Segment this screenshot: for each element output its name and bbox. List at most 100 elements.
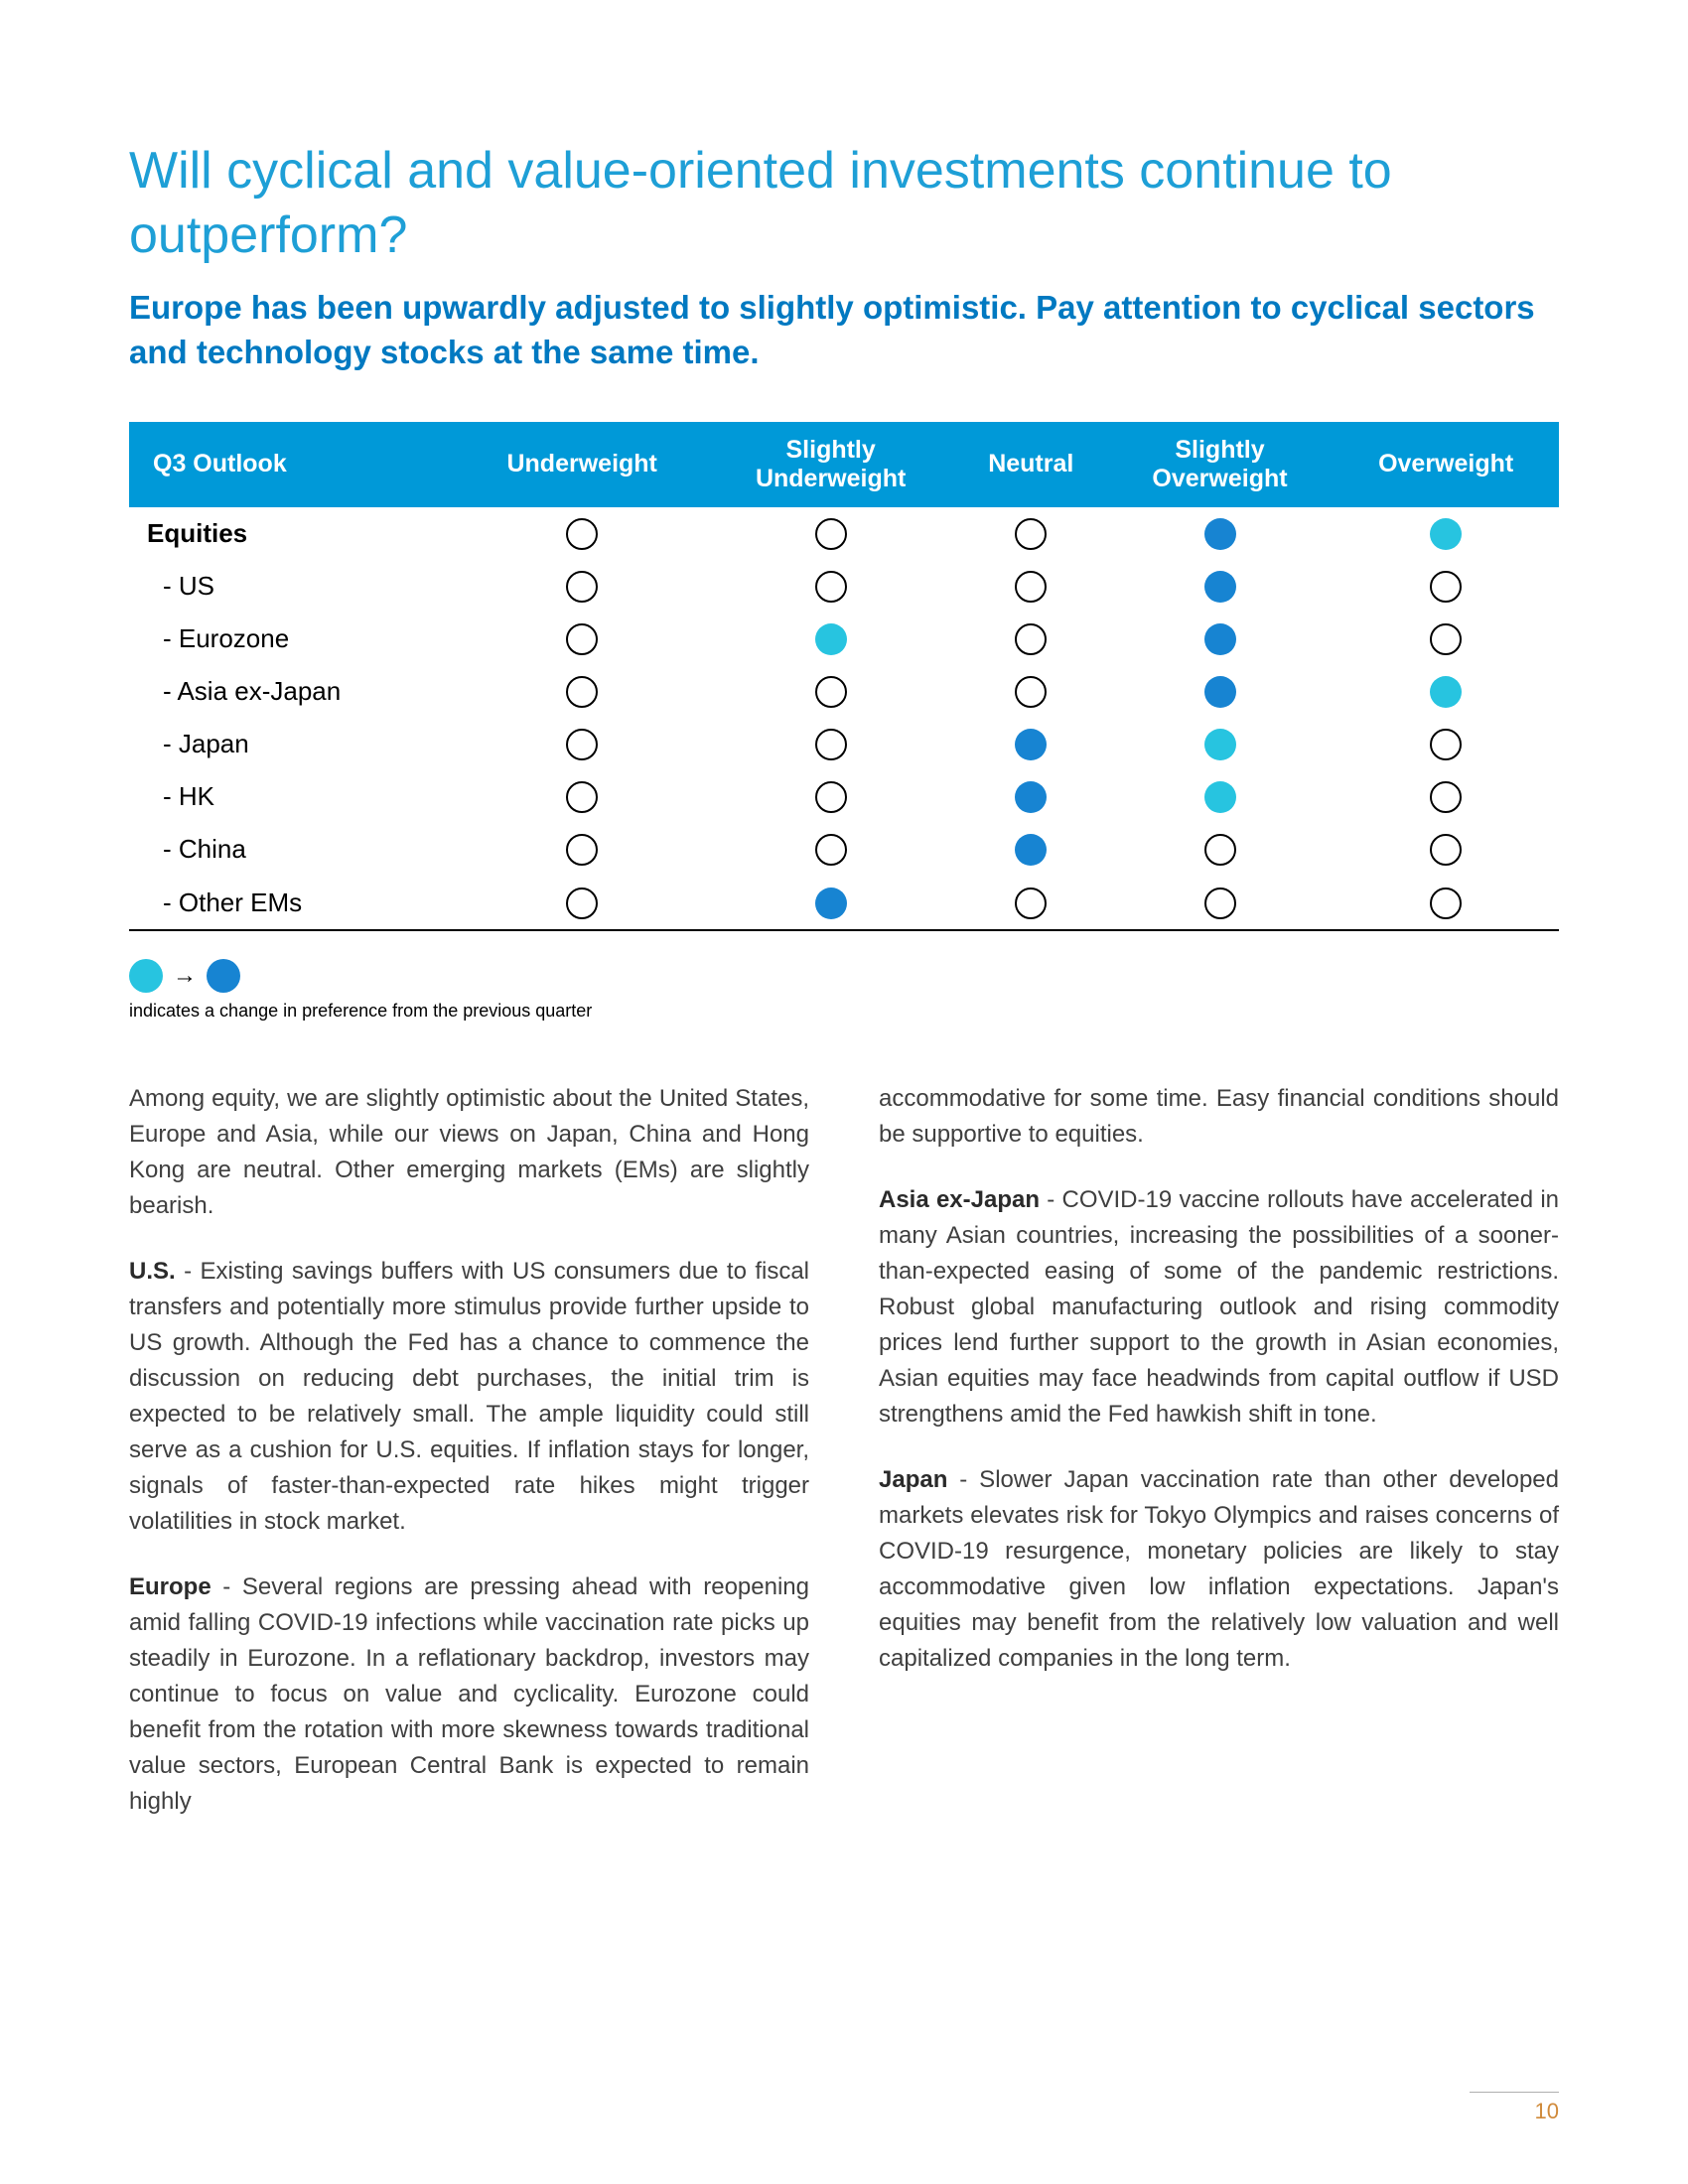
rating-cell xyxy=(1333,560,1559,613)
filled-dot-icon xyxy=(1430,676,1462,708)
filled-dot-icon xyxy=(1204,623,1236,655)
table-header-row: Q3 OutlookUnderweightSlightlyUnderweight… xyxy=(129,422,1559,507)
empty-dot-icon xyxy=(1015,887,1047,919)
filled-dot-icon xyxy=(1204,571,1236,603)
empty-dot-icon xyxy=(1430,571,1462,603)
left-column: Among equity, we are slightly optimistic… xyxy=(129,1081,809,1849)
empty-dot-icon xyxy=(566,623,598,655)
footer-rule xyxy=(1470,2092,1559,2093)
rating-cell xyxy=(955,823,1107,876)
rating-cell xyxy=(1333,665,1559,718)
filled-dot-icon xyxy=(1015,781,1047,813)
filled-dot-icon xyxy=(1015,729,1047,760)
empty-dot-icon xyxy=(1015,571,1047,603)
rating-cell xyxy=(706,613,954,665)
table-row: - Other EMs xyxy=(129,876,1559,929)
empty-dot-icon xyxy=(566,887,598,919)
rating-cell xyxy=(1107,770,1334,823)
rating-cell xyxy=(955,876,1107,929)
rating-cell xyxy=(706,718,954,770)
legend-text: indicates a change in preference from th… xyxy=(129,1001,1559,1022)
table-header-cell: SlightlyOverweight xyxy=(1107,422,1334,507)
empty-dot-icon xyxy=(815,834,847,866)
body-paragraph: Asia ex-Japan - COVID-19 vaccine rollout… xyxy=(879,1182,1559,1433)
rating-cell xyxy=(955,507,1107,560)
row-label: - Japan xyxy=(129,718,458,770)
empty-dot-icon xyxy=(815,518,847,550)
body-paragraph: U.S. - Existing savings buffers with US … xyxy=(129,1254,809,1540)
empty-dot-icon xyxy=(566,676,598,708)
filled-dot-icon xyxy=(815,623,847,655)
rating-cell xyxy=(1333,613,1559,665)
table-row: - Japan xyxy=(129,718,1559,770)
filled-dot-icon xyxy=(1204,676,1236,708)
table-body: Equities- US- Eurozone- Asia ex-Japan- J… xyxy=(129,507,1559,930)
table-header-cell: SlightlyUnderweight xyxy=(706,422,954,507)
rating-cell xyxy=(1333,823,1559,876)
rating-cell xyxy=(458,560,706,613)
empty-dot-icon xyxy=(566,571,598,603)
legend: → indicates a change in preference from … xyxy=(129,959,1559,1022)
empty-dot-icon xyxy=(566,729,598,760)
rating-cell xyxy=(955,718,1107,770)
filled-dot-icon xyxy=(1204,781,1236,813)
empty-dot-icon xyxy=(1430,623,1462,655)
empty-dot-icon xyxy=(815,676,847,708)
table-row: - Asia ex-Japan xyxy=(129,665,1559,718)
table-row: Equities xyxy=(129,507,1559,560)
table-row: - US xyxy=(129,560,1559,613)
rating-cell xyxy=(458,613,706,665)
empty-dot-icon xyxy=(1204,887,1236,919)
rating-cell xyxy=(955,613,1107,665)
table-header-cell: Neutral xyxy=(955,422,1107,507)
empty-dot-icon xyxy=(815,781,847,813)
rating-cell xyxy=(1107,560,1334,613)
rating-cell xyxy=(706,665,954,718)
rating-cell xyxy=(458,665,706,718)
rating-cell xyxy=(458,823,706,876)
table-header-cell: Overweight xyxy=(1333,422,1559,507)
empty-dot-icon xyxy=(815,571,847,603)
rating-cell xyxy=(458,770,706,823)
rating-cell xyxy=(706,507,954,560)
empty-dot-icon xyxy=(1430,781,1462,813)
rating-cell xyxy=(955,665,1107,718)
filled-dot-icon xyxy=(1204,518,1236,550)
rating-cell xyxy=(1107,876,1334,929)
right-column: accommodative for some time. Easy financ… xyxy=(879,1081,1559,1849)
row-label: - Eurozone xyxy=(129,613,458,665)
outlook-table: Q3 OutlookUnderweightSlightlyUnderweight… xyxy=(129,422,1559,931)
empty-dot-icon xyxy=(566,518,598,550)
body-paragraph: accommodative for some time. Easy financ… xyxy=(879,1081,1559,1153)
row-label: - US xyxy=(129,560,458,613)
empty-dot-icon xyxy=(1015,623,1047,655)
filled-dot-icon xyxy=(1204,729,1236,760)
row-label: - Other EMs xyxy=(129,876,458,929)
rating-cell xyxy=(458,718,706,770)
table-row: - China xyxy=(129,823,1559,876)
empty-dot-icon xyxy=(566,781,598,813)
legend-to-dot xyxy=(207,959,240,993)
row-label: - HK xyxy=(129,770,458,823)
rating-cell xyxy=(1107,823,1334,876)
empty-dot-icon xyxy=(815,729,847,760)
rating-cell xyxy=(706,560,954,613)
rating-cell xyxy=(955,770,1107,823)
row-label: - Asia ex-Japan xyxy=(129,665,458,718)
rating-cell xyxy=(706,823,954,876)
rating-cell xyxy=(1333,507,1559,560)
arrow-icon: → xyxy=(173,962,197,990)
empty-dot-icon xyxy=(1430,887,1462,919)
row-label: Equities xyxy=(129,507,458,560)
empty-dot-icon xyxy=(1204,834,1236,866)
body-paragraph: Japan - Slower Japan vaccination rate th… xyxy=(879,1462,1559,1677)
rating-cell xyxy=(1333,770,1559,823)
legend-from-dot xyxy=(129,959,163,993)
page-title: Will cyclical and value-oriented investm… xyxy=(129,139,1559,268)
rating-cell xyxy=(1333,876,1559,929)
rating-cell xyxy=(706,876,954,929)
table-header-cell: Q3 Outlook xyxy=(129,422,458,507)
filled-dot-icon xyxy=(815,887,847,919)
empty-dot-icon xyxy=(1015,518,1047,550)
table-row: - HK xyxy=(129,770,1559,823)
